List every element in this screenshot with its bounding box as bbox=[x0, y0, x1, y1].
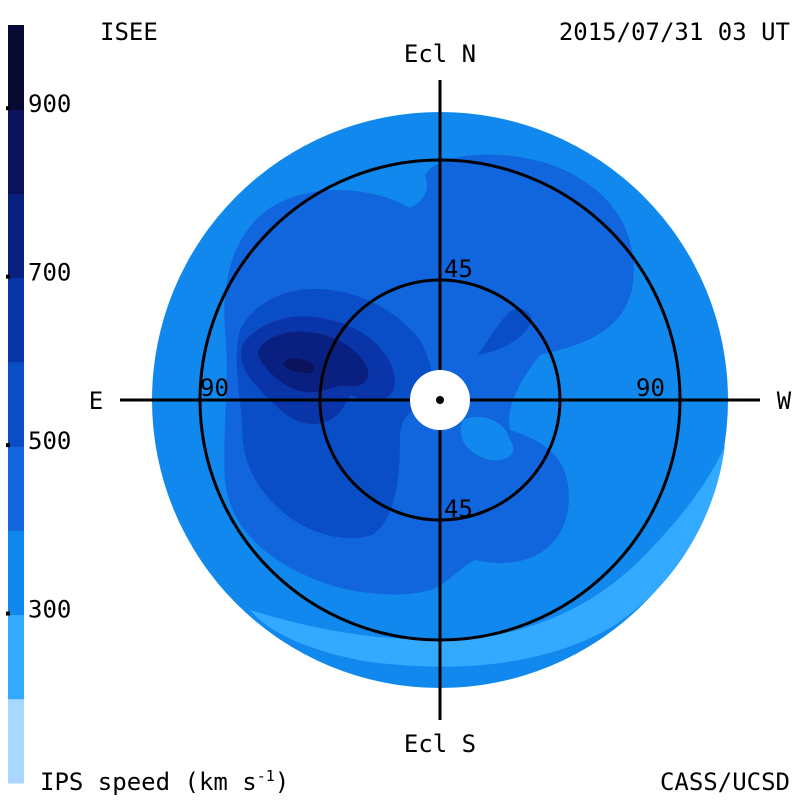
elongation-label-90-west: 90 bbox=[636, 374, 665, 402]
colorbar-band-8 bbox=[8, 25, 24, 110]
colorbar-tick-mark-900 bbox=[6, 106, 10, 111]
colorbar-band-5 bbox=[8, 277, 24, 363]
elongation-grid bbox=[120, 80, 760, 720]
direction-south-label: Ecl S bbox=[404, 730, 476, 758]
colorbar bbox=[8, 25, 24, 784]
org-left-label: ISEE bbox=[100, 18, 158, 46]
elongation-label-90-east: 90 bbox=[200, 374, 229, 402]
colorbar-ticks: 900 700 500 300 bbox=[6, 90, 71, 624]
map-region-se-light bbox=[460, 416, 514, 461]
map-region-750 bbox=[258, 331, 369, 393]
elongation-label-45-south: 45 bbox=[444, 495, 473, 523]
sun-marker bbox=[436, 396, 444, 404]
direction-north-label: Ecl N bbox=[404, 40, 476, 68]
map-rim-band bbox=[250, 445, 725, 667]
colorbar-band-2 bbox=[8, 530, 24, 616]
colorbar-title-main: IPS speed (km s bbox=[40, 768, 257, 796]
colorbar-tick-mark-700 bbox=[6, 274, 10, 279]
timestamp-label: 2015/07/31 03 UT bbox=[559, 18, 790, 46]
colorbar-tick-label-300: 300 bbox=[28, 596, 71, 624]
colorbar-band-7 bbox=[8, 109, 24, 194]
map-region-850 bbox=[283, 358, 315, 374]
direction-east-label: E bbox=[89, 387, 103, 415]
direction-west-label: W bbox=[777, 387, 792, 415]
colorbar-band-6 bbox=[8, 193, 24, 279]
map-region-se-spot bbox=[535, 490, 548, 503]
colorbar-tick-mark-300 bbox=[6, 611, 10, 616]
colorbar-band-4 bbox=[8, 361, 24, 447]
colorbar-tick-label-700: 700 bbox=[28, 259, 71, 287]
map-region-ne bbox=[478, 308, 532, 355]
colorbar-title-close: ) bbox=[275, 768, 289, 796]
colorbar-tick-mark-500 bbox=[6, 443, 10, 448]
colorbar-band-0 bbox=[8, 698, 24, 784]
colorbar-title: IPS speed (km s-1) bbox=[40, 767, 289, 796]
colorbar-tick-label-500: 500 bbox=[28, 427, 71, 455]
colorbar-band-3 bbox=[8, 446, 24, 531]
colorbar-title-exponent: -1 bbox=[257, 767, 275, 785]
colorbar-band-1 bbox=[8, 614, 24, 700]
colorbar-tick-label-900: 900 bbox=[28, 90, 71, 118]
org-right-label: CASS/UCSD bbox=[660, 768, 790, 796]
elongation-label-45-north: 45 bbox=[444, 255, 473, 283]
